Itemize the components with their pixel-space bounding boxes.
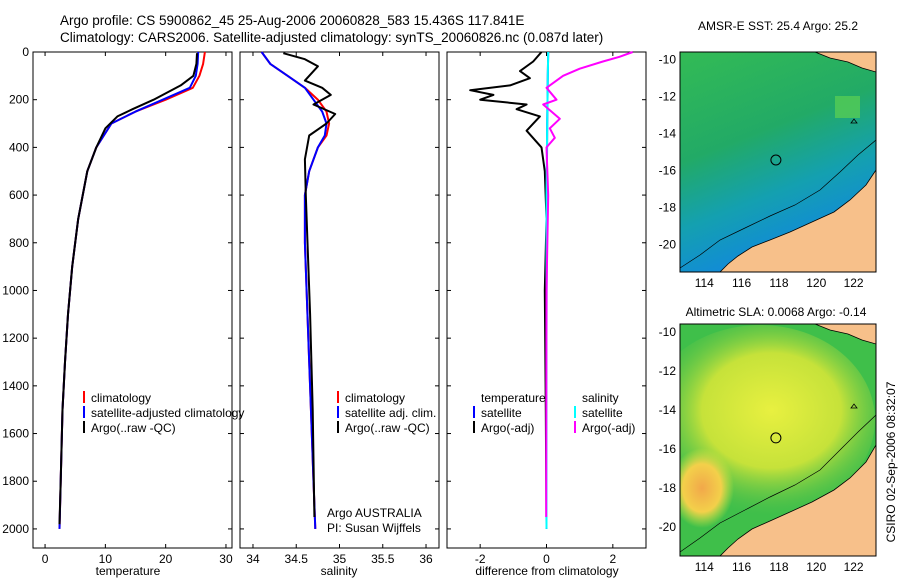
island-small — [850, 118, 858, 124]
salinity-series-satellite-adj-clim- — [260, 51, 328, 529]
sst-map-title: AMSR-E SST: 25.4 Argo: 25.2 — [698, 19, 858, 33]
salinity-xlabel: salinity — [321, 564, 358, 578]
sla_map-ytick-label: -16 — [659, 442, 677, 456]
annotation-pi: PI: Susan Wijffels — [327, 521, 421, 535]
argo-location-marker — [770, 432, 782, 444]
sst_map-xtick-label: 122 — [844, 276, 864, 290]
axes-layer: 0 10 20 30020040060080010001200140016001800… — [2, 45, 864, 574]
temperature-xlabel: temperature — [96, 564, 161, 578]
figure-title-line1: Argo profile: CS 5900862_45 25-Aug-2006 … — [60, 13, 524, 28]
sst_map-ytick-label: -12 — [659, 89, 677, 103]
sst-map-frame — [679, 51, 877, 273]
legend-group-temperature: temperature — [481, 391, 546, 405]
sst_map-ytick-label: -18 — [659, 200, 677, 214]
depth-tick-label: 2000 — [2, 522, 29, 536]
csiro-timestamp-label: CSIRO 02-Sep-2006 08:32:07 — [884, 381, 898, 542]
land-australia — [719, 444, 876, 556]
temperature-series-argo-raw-qc- — [58, 53, 198, 525]
series-layer — [58, 51, 634, 529]
land-australia — [719, 169, 876, 272]
depth-tick-label: 1800 — [2, 474, 29, 488]
sst_map-ytick-label: -14 — [659, 126, 677, 140]
sst_map-ytick-label: -16 — [659, 163, 677, 177]
temperature-xtick-label: 20 — [159, 552, 173, 566]
depth-tick-label: 400 — [9, 140, 29, 154]
difference-xtick-label: -2 — [475, 552, 486, 566]
legend-label-sal-satellite: satellite — [582, 406, 623, 420]
sla_map-xtick-label: 122 — [844, 560, 864, 574]
sla-map-frame — [679, 323, 877, 557]
difference-series-salinity-argo-adj- — [542, 51, 634, 518]
legend-group-salinity: salinity — [582, 391, 619, 405]
salinity-legend: climatology satellite adj. clim. Argo(..… — [327, 391, 436, 535]
depth-tick-label: 1400 — [2, 379, 29, 393]
salinity-xtick-label: 34.5 — [285, 552, 309, 566]
sla_map-ytick-label: -14 — [659, 403, 677, 417]
island-small — [850, 403, 858, 409]
legend-label-climatology: climatology — [345, 391, 405, 405]
salinity-xtick-label: 35.5 — [371, 552, 395, 566]
sst_map-xtick-label: 114 — [695, 276, 714, 290]
legend-label-temp-satellite: satellite — [481, 406, 522, 420]
difference-xtick-label: 0 — [543, 552, 550, 566]
land-timor — [814, 324, 876, 345]
temperature-xtick-label: 10 — [99, 552, 113, 566]
legend-label-satellite-adjusted: satellite-adjusted climatology — [91, 406, 244, 420]
salinity-xtick-label: 34 — [246, 552, 260, 566]
depth-tick-label: 200 — [9, 93, 29, 107]
difference-legend: temperature satellite Argo(-adj) salinit… — [473, 391, 635, 435]
legend-label-argo: Argo(..raw -QC) — [91, 421, 176, 435]
sla_map-ytick-label: -10 — [659, 325, 677, 339]
temperature-panel-frame — [32, 51, 233, 549]
depth-tick-label: 600 — [9, 188, 29, 202]
sla-orange-anomaly — [680, 448, 734, 528]
legend-label-temp-argo: Argo(-adj) — [481, 421, 534, 435]
land-timor — [814, 52, 876, 73]
sla_map-ytick-label: -20 — [659, 520, 677, 534]
argo-location-marker — [770, 154, 782, 166]
annotation-argo-australia: Argo AUSTRALIA — [327, 506, 422, 520]
sst-warm-patch — [835, 96, 860, 118]
depth-tick-label: 1600 — [2, 427, 29, 441]
salinity-xtick-label: 35 — [333, 552, 347, 566]
sla_map-ytick-label: -12 — [659, 364, 677, 378]
salinity-panel-frame — [239, 51, 440, 549]
bathymetry-contour — [680, 139, 876, 269]
sst_map-xtick-label: 116 — [732, 276, 751, 290]
depth-tick-label: 1000 — [2, 283, 29, 297]
salinity-series-argo-raw-qc- — [283, 52, 337, 518]
temperature-xtick-label: 0 — [42, 552, 49, 566]
temperature-legend: climatology satellite-adjusted climatolo… — [83, 391, 244, 435]
sst_map-ytick-label: -20 — [659, 237, 677, 251]
sla_map-xtick-label: 114 — [695, 560, 714, 574]
sla-map-title: Altimetric SLA: 0.0068 Argo: -0.14 — [686, 305, 867, 319]
depth-tick-label: 0 — [22, 45, 29, 59]
depth-tick-label: 800 — [9, 236, 29, 250]
legend-label-sal-argo: Argo(-adj) — [582, 421, 635, 435]
legend-label-argo: Argo(..raw -QC) — [345, 421, 430, 435]
depth-tick-label: 1200 — [2, 331, 29, 345]
sla-map — [680, 324, 876, 556]
legend-label-satellite-adj: satellite adj. clim. — [345, 406, 436, 420]
bathymetry-contour — [680, 414, 876, 553]
salinity-xtick-label: 36 — [419, 552, 433, 566]
sst_map-xtick-label: 120 — [806, 276, 826, 290]
figure-title-line2: Climatology: CARS2006. Satellite-adjuste… — [60, 30, 603, 45]
sst-map — [680, 52, 876, 272]
difference-xlabel: difference from climatology — [475, 564, 618, 578]
legend-label-climatology: climatology — [91, 391, 151, 405]
temperature-xtick-label: 30 — [219, 552, 233, 566]
sla_map-xtick-label: 116 — [732, 560, 751, 574]
sst_map-ytick-label: -10 — [659, 52, 677, 66]
difference-xtick-label: 2 — [609, 552, 616, 566]
sla_map-xtick-label: 118 — [769, 560, 788, 574]
sla_map-xtick-label: 120 — [806, 560, 826, 574]
sst_map-xtick-label: 118 — [769, 276, 788, 290]
sla_map-ytick-label: -18 — [659, 481, 677, 495]
